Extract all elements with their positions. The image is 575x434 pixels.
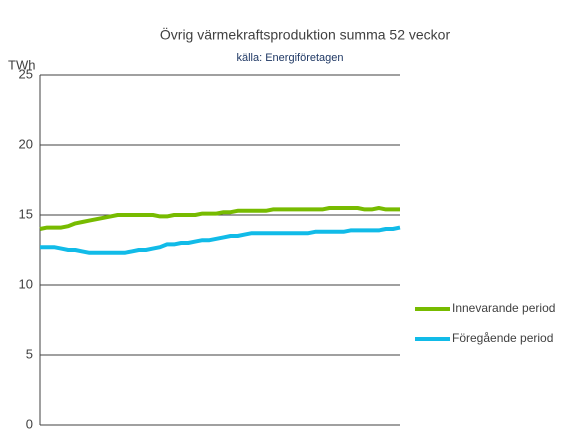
y-tick-label: 0 (26, 416, 33, 431)
legend-label: Föregående period (452, 331, 553, 345)
series-line (40, 225, 401, 255)
legend-label: Innevarande period (452, 301, 555, 315)
y-tick-label: 25 (19, 66, 33, 81)
y-axis-label: TWh (8, 57, 35, 72)
series-line (39, 206, 400, 231)
y-tick-label: 10 (19, 276, 33, 291)
y-tick-label: 15 (19, 206, 33, 221)
chart-title: Övrig värmekraftsproduktion summa 52 vec… (160, 26, 451, 43)
y-tick-label: 20 (19, 136, 33, 151)
y-tick-label: 5 (26, 346, 33, 361)
chart-subtitle: källa: Energiföretagen (236, 52, 343, 64)
